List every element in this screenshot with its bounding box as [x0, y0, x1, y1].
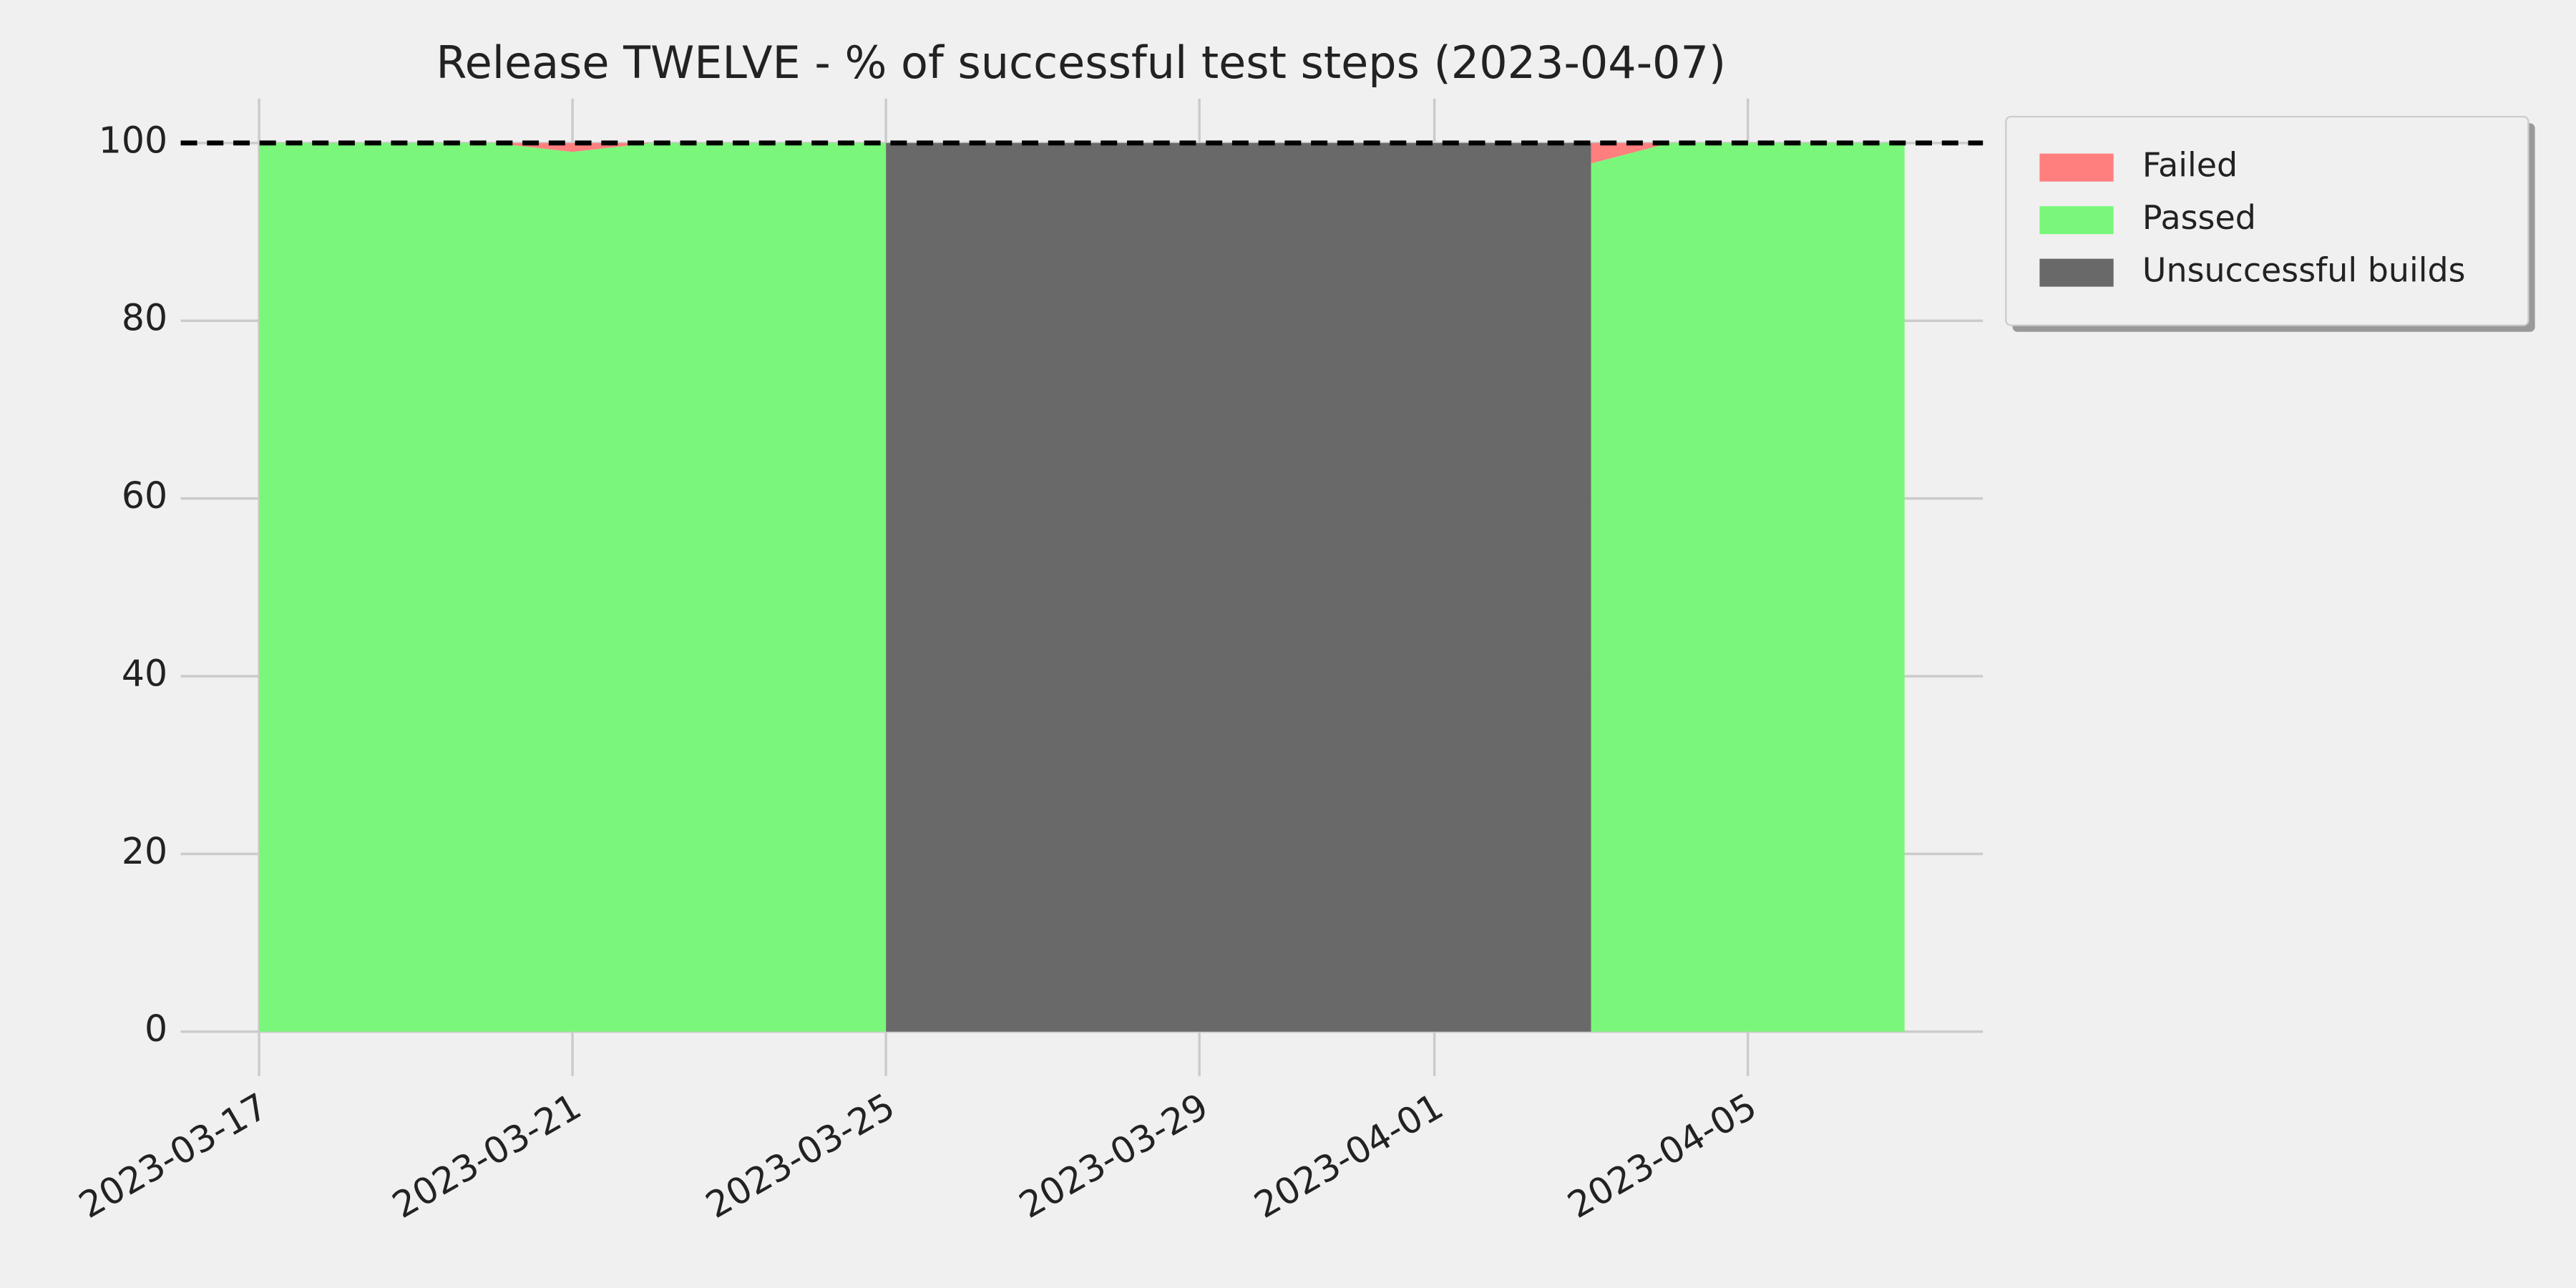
legend-label: Unsuccessful builds: [2142, 251, 2466, 290]
y-tick-label: 20: [122, 830, 167, 872]
legend: Failed Passed Unsuccessful builds: [2005, 115, 2535, 332]
y-tick-label: 0: [145, 1008, 167, 1050]
legend-label: Failed: [2142, 146, 2238, 185]
y-tick-label: 60: [122, 474, 167, 517]
legend-swatch: [2039, 206, 2114, 235]
area: [259, 142, 1905, 1032]
chart-title: Release TWELVE - % of successful test st…: [436, 36, 1726, 89]
legend-label: Passed: [2142, 198, 2256, 237]
y-tick-label: 80: [122, 297, 167, 339]
legend-swatch: [2039, 258, 2114, 287]
legend-swatch: [2039, 153, 2114, 182]
area: [259, 142, 1905, 1032]
y-tick-label: 40: [122, 652, 167, 694]
y-tick-label: 100: [99, 119, 167, 161]
legend-box: [2005, 115, 2529, 326]
plot-area: [180, 140, 1984, 1032]
